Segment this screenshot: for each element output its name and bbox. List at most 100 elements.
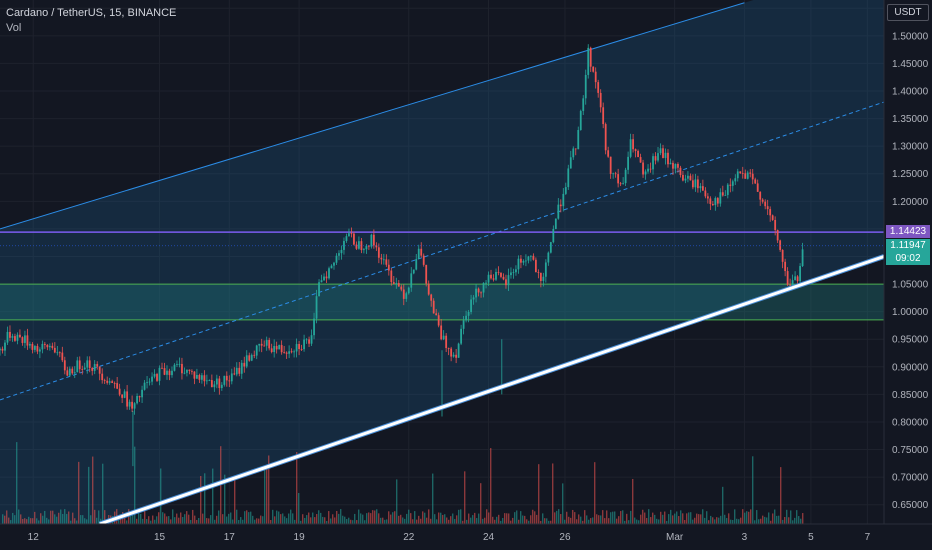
candle-body <box>300 349 303 350</box>
volume-bar <box>222 514 224 524</box>
volume-bar <box>364 520 366 524</box>
candle-body <box>432 300 435 314</box>
candle-body <box>96 364 99 367</box>
volume-bar <box>756 510 758 524</box>
volume-bar <box>642 509 644 524</box>
volume-bar <box>708 520 710 524</box>
candle-body <box>265 339 268 346</box>
candle-body <box>442 335 445 340</box>
volume-bar <box>696 513 698 524</box>
candle-body <box>358 241 360 249</box>
candle-body <box>412 269 415 274</box>
candle-body <box>263 345 266 347</box>
volume-bar <box>692 519 694 524</box>
volume-bar <box>192 509 194 524</box>
volume-bar <box>452 513 454 524</box>
volume-bar <box>612 511 614 524</box>
volume-bar <box>770 520 772 524</box>
candle-body <box>128 401 131 407</box>
volume-bar <box>456 515 458 524</box>
volume-bar <box>538 464 540 524</box>
price-tick-label: 1.35000 <box>892 114 929 125</box>
volume-bar <box>266 468 268 524</box>
volume-bar <box>688 512 690 524</box>
volume-bar <box>102 463 104 524</box>
volume-bar <box>558 509 560 524</box>
candle-body <box>706 196 709 199</box>
volume-bar <box>704 517 706 524</box>
volume-bar <box>360 513 362 524</box>
volume-bar <box>418 515 420 524</box>
candle-body <box>480 292 482 294</box>
candle-body <box>599 92 602 108</box>
volume-bar <box>694 517 696 524</box>
volume-bar <box>800 518 802 524</box>
candle-body <box>515 269 517 273</box>
candle-body <box>78 360 81 370</box>
symbol-title[interactable]: Cardano / TetherUS, 15, BINANCE <box>6 7 177 19</box>
candle-body <box>273 345 276 353</box>
candle-body <box>714 198 717 206</box>
candle-body <box>490 274 492 279</box>
volume-bar <box>780 467 782 524</box>
volume-bar <box>324 517 326 524</box>
volume-bar <box>202 513 204 524</box>
volume-bar <box>22 518 24 524</box>
volume-bar <box>522 515 524 524</box>
volume-bar <box>534 511 536 524</box>
candle-body <box>420 248 423 256</box>
candle-body <box>477 288 480 293</box>
volume-bar <box>422 511 424 524</box>
candle-body <box>427 283 430 295</box>
candle-body <box>168 370 171 376</box>
volume-bar <box>254 519 256 524</box>
date-tick-label: 22 <box>403 532 415 543</box>
candle-body <box>485 282 487 284</box>
currency-label[interactable]: USDT <box>887 4 929 21</box>
candle-body <box>131 401 134 409</box>
volume-bar <box>144 510 146 524</box>
volume-bar <box>682 513 684 524</box>
candle-body <box>243 362 246 367</box>
volume-bar <box>610 512 612 524</box>
volume-bar <box>506 513 508 524</box>
volume-bar <box>14 515 16 524</box>
volume-bar <box>150 520 152 524</box>
volume-bar <box>526 519 528 524</box>
volume-bar <box>292 513 294 524</box>
volume-bar <box>288 513 290 524</box>
volume-indicator-label[interactable]: Vol <box>6 22 22 34</box>
volume-bar <box>4 515 6 524</box>
candle-body <box>280 345 283 353</box>
volume-bar <box>272 509 274 524</box>
candle-body <box>225 375 228 381</box>
volume-bar <box>396 479 398 524</box>
candle-body <box>607 150 610 157</box>
volume-bar <box>394 511 396 524</box>
price-tick-label: 1.00000 <box>892 307 929 318</box>
candle-body <box>704 190 707 197</box>
candle-body <box>447 348 450 349</box>
volume-bar <box>146 519 148 524</box>
candle-body <box>1 348 4 351</box>
volume-bar <box>620 511 622 524</box>
volume-bar <box>634 517 636 524</box>
candle-body <box>330 265 333 269</box>
volume-bar <box>466 519 468 524</box>
date-tick-label: 17 <box>224 532 236 543</box>
candle-body <box>348 233 350 237</box>
candle-body <box>582 98 585 111</box>
volume-bar <box>580 516 582 524</box>
candle-body <box>350 233 353 235</box>
volume-bar <box>142 518 144 524</box>
channel-upper-line <box>0 2 745 230</box>
volume-bar <box>446 517 448 524</box>
candle-body <box>161 367 163 369</box>
volume-bar <box>662 514 664 524</box>
candle-body <box>293 351 296 353</box>
candle-body <box>487 274 490 283</box>
candles <box>0 44 804 467</box>
volume-bar <box>410 513 412 524</box>
volume-bar <box>568 516 570 524</box>
